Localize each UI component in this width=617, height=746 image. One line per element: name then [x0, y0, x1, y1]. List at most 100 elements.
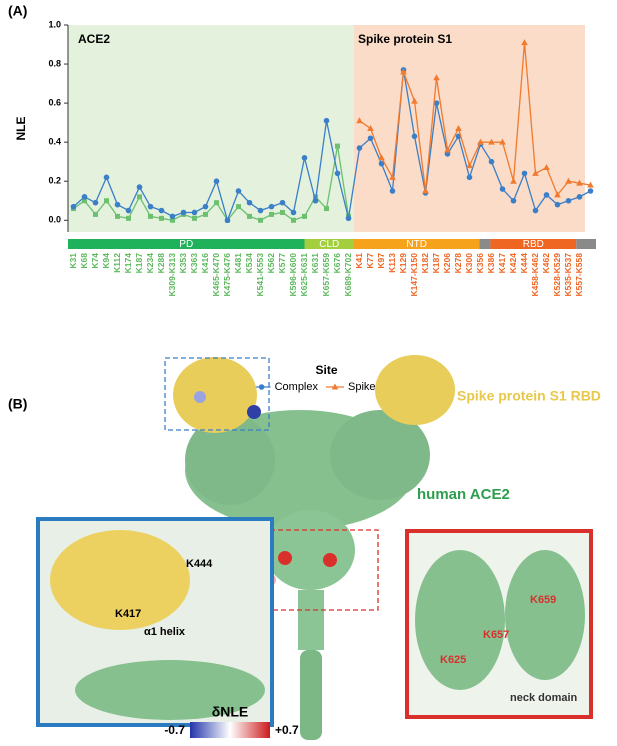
marker [158, 207, 165, 214]
ace2-label: human ACE2 [417, 486, 510, 503]
rbd-label: Spike protein S1 RBD [457, 388, 601, 404]
marker [587, 181, 594, 188]
x-tick-label: K187 [431, 253, 441, 274]
marker [488, 158, 495, 165]
x-tick-label: K481 [233, 253, 243, 274]
x-tick-label: K386 [486, 253, 496, 274]
domain-bar [576, 239, 596, 249]
marker [378, 160, 385, 167]
region [354, 25, 585, 232]
marker [224, 217, 231, 224]
marker [92, 199, 99, 206]
domain-label: CLD [319, 239, 339, 250]
x-tick-label: K625-K631 [299, 253, 309, 297]
marker [521, 39, 528, 46]
colorbar-min: -0.7 [164, 723, 185, 737]
right-inset: K659 K657 K625 neck domain [405, 529, 593, 719]
panel-b: (B) Spike protein S1 RBD human ACE2 [8, 355, 601, 740]
marker [104, 198, 109, 204]
marker [280, 209, 285, 215]
marker [521, 170, 528, 177]
panel-a: (A) ACE2 Spike protein S1 NLE 0.0 0.2 0.4 0.6 0.… [8, 3, 596, 393]
marker [115, 213, 120, 219]
marker [82, 198, 87, 204]
marker [191, 209, 198, 216]
y-tick-label: 0.0 [48, 215, 61, 225]
marker [114, 201, 121, 208]
marker [400, 68, 407, 75]
marker [70, 203, 77, 210]
y-tick-label: 0.8 [48, 58, 61, 68]
marker [103, 174, 110, 181]
marker [312, 197, 319, 204]
marker [214, 200, 219, 206]
x-tick-label: K416 [200, 253, 210, 274]
panel-label: (B) [8, 396, 27, 412]
colorbar-title: δNLE [212, 704, 249, 720]
x-tick-label: K174 [123, 253, 133, 274]
x-tick-label: K444 [519, 253, 529, 274]
residue [278, 551, 292, 565]
x-tick-label: K424 [508, 253, 518, 274]
rbd [375, 355, 455, 425]
ace2-stalk [298, 590, 324, 650]
x-tick-label: K74 [90, 253, 100, 269]
x-tick-label: K535-K537 [563, 253, 573, 297]
marker [236, 204, 241, 210]
x-tick-label: K557-K558 [574, 253, 584, 297]
panel-label: (A) [8, 3, 27, 19]
marker [455, 125, 462, 131]
marker [247, 213, 252, 219]
x-tick-label: K94 [101, 253, 111, 269]
marker [411, 97, 418, 104]
rbd-ribbon [50, 530, 190, 630]
ace2-helix [300, 650, 322, 740]
marker [543, 164, 550, 171]
zoom-box [164, 357, 270, 431]
marker [246, 199, 253, 206]
x-tick-label: K129 [398, 253, 408, 274]
x-tick-label: K278 [453, 253, 463, 274]
legend-label: Complex [275, 381, 319, 393]
marker [345, 215, 352, 222]
marker [180, 209, 187, 216]
domain-bar [479, 239, 491, 249]
domain-bar [354, 239, 480, 249]
marker [324, 206, 329, 212]
marker [93, 211, 98, 217]
x-tick-label: K113 [387, 253, 397, 273]
marker [169, 213, 176, 220]
marker [126, 215, 131, 221]
marker [136, 184, 143, 190]
marker [510, 197, 517, 204]
x-tick-label: K458-K462 [530, 253, 540, 297]
marker [422, 187, 429, 194]
residue-label: K659 [530, 594, 556, 606]
marker [444, 151, 451, 157]
x-tick-label: K147-K150 [409, 253, 419, 297]
ace2-lobe [185, 415, 275, 505]
x-tick-label: K288 [156, 253, 166, 274]
domain-bar [68, 239, 305, 249]
series-line [359, 42, 591, 197]
marker [192, 215, 197, 221]
x-tick-label: K528-K529 [552, 253, 562, 297]
marker [510, 177, 517, 184]
marker [290, 209, 297, 216]
colorbar [190, 722, 270, 738]
ace2-ribbon [505, 550, 585, 680]
residue-label: K625 [440, 654, 466, 666]
y-tick-label: 0.2 [48, 176, 61, 186]
x-tick-label: K534 [244, 253, 254, 274]
marker [576, 179, 583, 186]
x-tick-label: K417 [497, 253, 507, 274]
marker [554, 191, 561, 198]
marker [499, 186, 506, 192]
marker [389, 188, 396, 194]
x-tick-label: K363 [189, 253, 199, 274]
marker [268, 203, 275, 210]
marker [565, 197, 572, 204]
ace2-lobe [330, 410, 430, 500]
marker [565, 177, 572, 184]
